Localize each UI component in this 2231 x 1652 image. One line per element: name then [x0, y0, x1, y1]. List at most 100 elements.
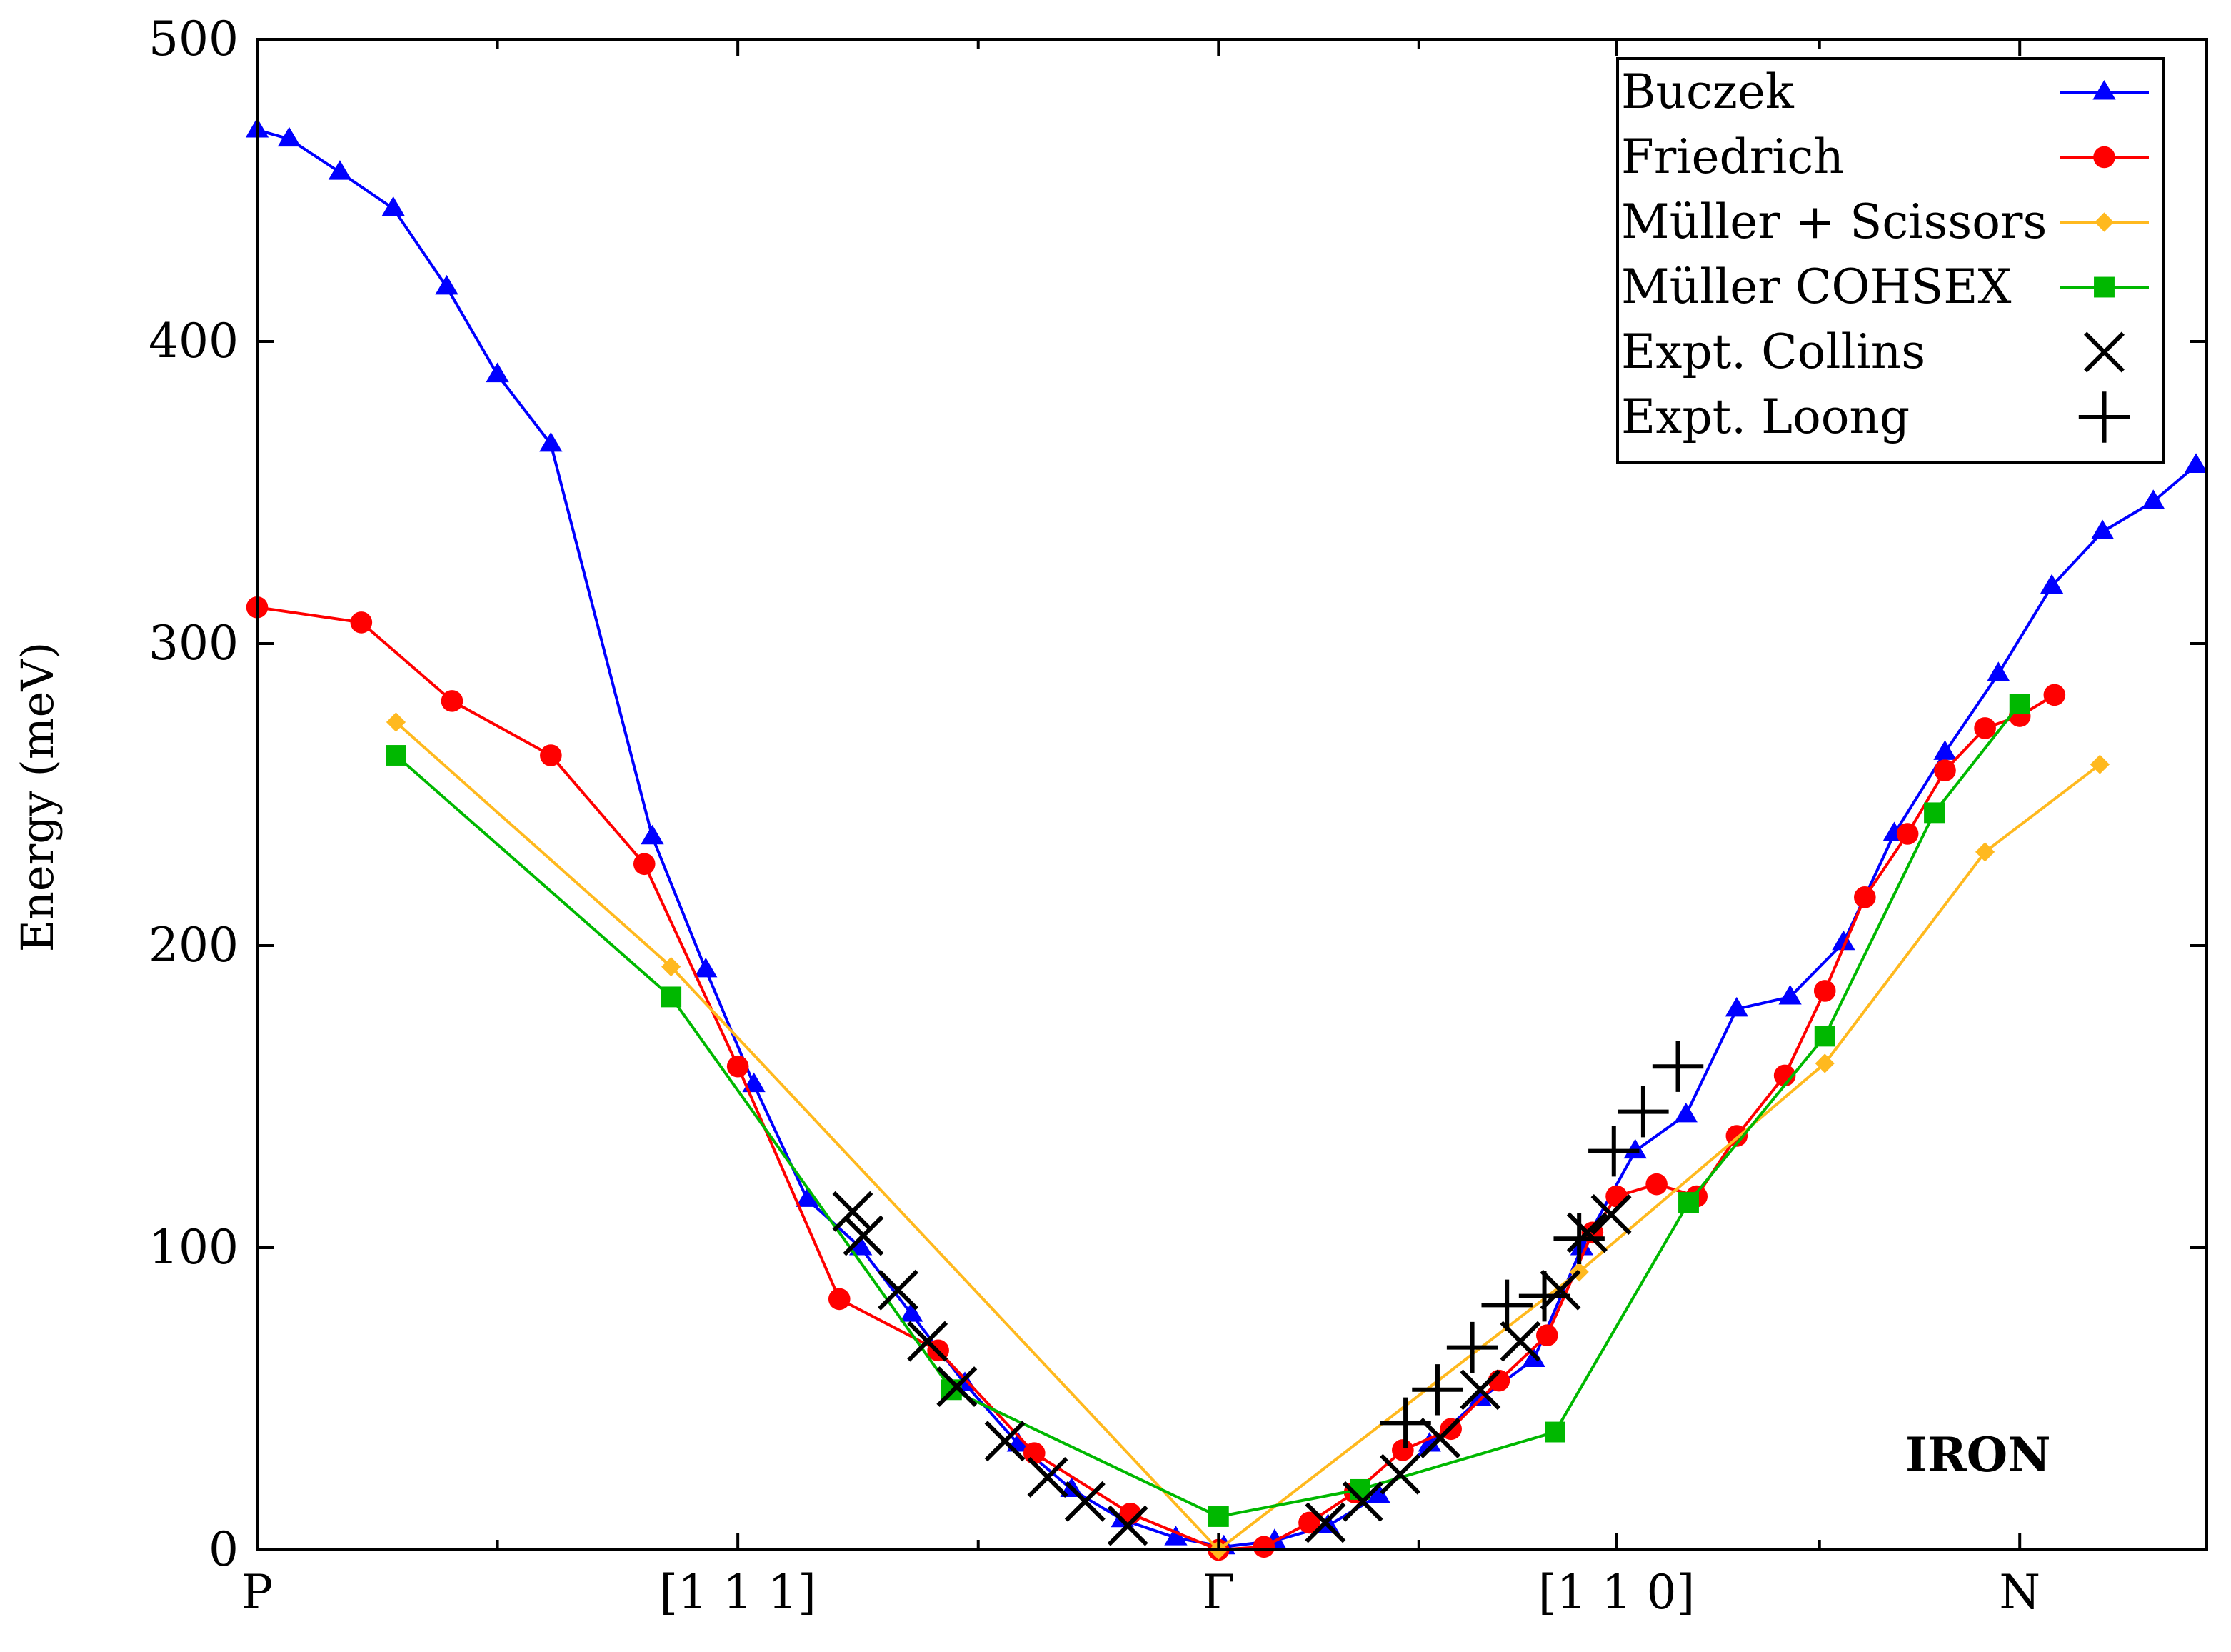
legend-box: [1616, 57, 2165, 464]
legend-marker-swatch: [2094, 276, 2115, 298]
data-point-expt-collins: [1305, 1502, 1346, 1543]
data-point-expt-collins: [1566, 1212, 1608, 1253]
data-point-m-ller-cohsex: [1924, 802, 1945, 824]
series-line-m-ller-cohsex: [395, 703, 2021, 1518]
data-point-m-ller-scissors: [661, 957, 681, 977]
data-point-friedrich: [1934, 759, 1956, 781]
data-point-friedrich: [1974, 717, 1996, 739]
data-point-friedrich: [633, 853, 656, 876]
data-point-friedrich: [1298, 1511, 1320, 1534]
series-expt-loong: [1380, 1041, 1704, 1449]
data-point-buczek: [539, 431, 563, 452]
data-point-m-ller-scissors: [1975, 842, 1995, 862]
legend-entry-expt-loong: Expt. Loong: [1621, 389, 2130, 444]
data-point-expt-collins: [832, 1191, 873, 1232]
x-tick-label: P: [241, 1565, 273, 1620]
data-point-expt-collins: [1027, 1457, 1068, 1498]
data-point-m-ller-cohsex: [1678, 1192, 1699, 1213]
data-point-expt-loong: [1412, 1364, 1463, 1416]
x-tick-label: [1 1 1]: [659, 1565, 816, 1620]
data-point-buczek: [277, 126, 301, 147]
x-tick-label: Γ: [1202, 1565, 1235, 1620]
legend-label: Expt. Collins: [1621, 324, 1925, 379]
data-point-expt-loong: [1481, 1279, 1533, 1331]
data-point-m-ller-scissors: [2090, 754, 2110, 774]
legend-entry-m-ller-cohsex: Müller COHSEX: [1621, 259, 2149, 314]
legend-marker-swatch: [2092, 80, 2116, 100]
data-point-friedrich: [828, 1288, 851, 1311]
legend-label: Buczek: [1621, 64, 1795, 119]
data-point-buczek: [1778, 984, 1802, 1005]
x-tick-label: N: [1999, 1565, 2040, 1620]
data-point-buczek: [1933, 740, 1957, 760]
data-point-buczek: [1468, 1386, 1492, 1407]
data-point-m-ller-cohsex: [2009, 694, 2030, 715]
legend-marker-swatch: [2094, 212, 2115, 232]
legend-entry-expt-collins: Expt. Collins: [1621, 324, 2125, 379]
plot-frame: [256, 38, 2208, 1551]
axis-ticks: 0 100 200 300 400 500 P [1 1 1] Γ [1 1 0] N: [149, 11, 2207, 1620]
series-line-buczek: [256, 128, 2197, 1548]
data-point-m-ller-cohsex: [1208, 1506, 1229, 1527]
data-point-buczek: [2040, 574, 2064, 594]
data-point-m-ller-cohsex: [1814, 1026, 1835, 1047]
data-point-expt-loong: [1380, 1397, 1431, 1449]
data-point-buczek: [435, 274, 458, 295]
data-point-buczek: [1164, 1526, 1188, 1546]
data-point-friedrich: [726, 1055, 749, 1078]
data-point-expt-collins: [1342, 1481, 1383, 1522]
data-point-friedrich: [1896, 823, 1919, 845]
x-tick-label: [1 1 0]: [1538, 1565, 1695, 1620]
legend-marker-swatch: [2078, 391, 2130, 443]
data-point-expt-collins: [1590, 1193, 1632, 1235]
data-point-expt-loong: [1588, 1125, 1640, 1177]
data-point-m-ller-cohsex: [386, 745, 406, 766]
data-point-expt-collins: [843, 1215, 884, 1256]
legend-entry-friedrich: Friedrich: [1621, 129, 2149, 184]
data-point-buczek: [1725, 996, 1748, 1017]
data-point-expt-collins: [936, 1366, 978, 1408]
data-point-buczek: [1367, 1483, 1390, 1503]
data-point-buczek: [796, 1187, 819, 1207]
series-expt-collins: [832, 1191, 1632, 1546]
data-point-buczek: [2142, 489, 2165, 509]
data-point-expt-collins: [984, 1421, 1026, 1462]
data-point-friedrich: [1773, 1064, 1796, 1087]
data-point-expt-collins: [1064, 1481, 1106, 1522]
data-point-expt-loong: [1518, 1270, 1570, 1322]
y-tick-label: 100: [149, 1220, 239, 1275]
data-point-friedrich: [1645, 1173, 1668, 1196]
data-point-buczek: [1570, 1236, 1594, 1256]
data-point-friedrich: [1253, 1536, 1275, 1558]
data-point-expt-loong: [1652, 1041, 1704, 1092]
data-point-buczek: [2184, 453, 2208, 473]
data-point-buczek: [641, 824, 664, 845]
legend-marker-swatch: [2084, 331, 2125, 373]
y-axis-title: Energy (meV): [11, 642, 64, 953]
legend-entry-buczek: Buczek: [1621, 64, 2149, 119]
data-point-friedrich: [1023, 1442, 1046, 1464]
data-point-m-ller-scissors: [1815, 1053, 1835, 1073]
data-point-expt-collins: [878, 1269, 919, 1311]
data-point-expt-collins: [1460, 1369, 1501, 1411]
data-point-m-ller-cohsex: [1545, 1421, 1565, 1443]
data-point-friedrich: [1392, 1439, 1414, 1461]
legend-label: Müller COHSEX: [1621, 259, 2011, 314]
data-point-expt-collins: [1420, 1418, 1461, 1458]
y-tick-label: 0: [209, 1522, 239, 1577]
data-point-m-ller-scissors: [386, 712, 406, 732]
data-point-expt-collins: [907, 1321, 948, 1362]
data-point-m-ller-cohsex: [661, 986, 682, 1008]
data-point-buczek: [1674, 1102, 1698, 1123]
data-point-buczek: [900, 1302, 923, 1322]
data-point-friedrich: [1854, 886, 1876, 908]
data-point-buczek: [381, 196, 405, 216]
data-point-buczek: [486, 362, 509, 383]
data-point-buczek: [1418, 1431, 1441, 1452]
data-point-expt-collins: [1380, 1453, 1421, 1495]
data-point-expt-loong: [1618, 1086, 1669, 1138]
data-point-buczek: [1832, 930, 1855, 951]
data-point-buczek: [694, 957, 718, 978]
data-point-buczek: [849, 1236, 873, 1256]
